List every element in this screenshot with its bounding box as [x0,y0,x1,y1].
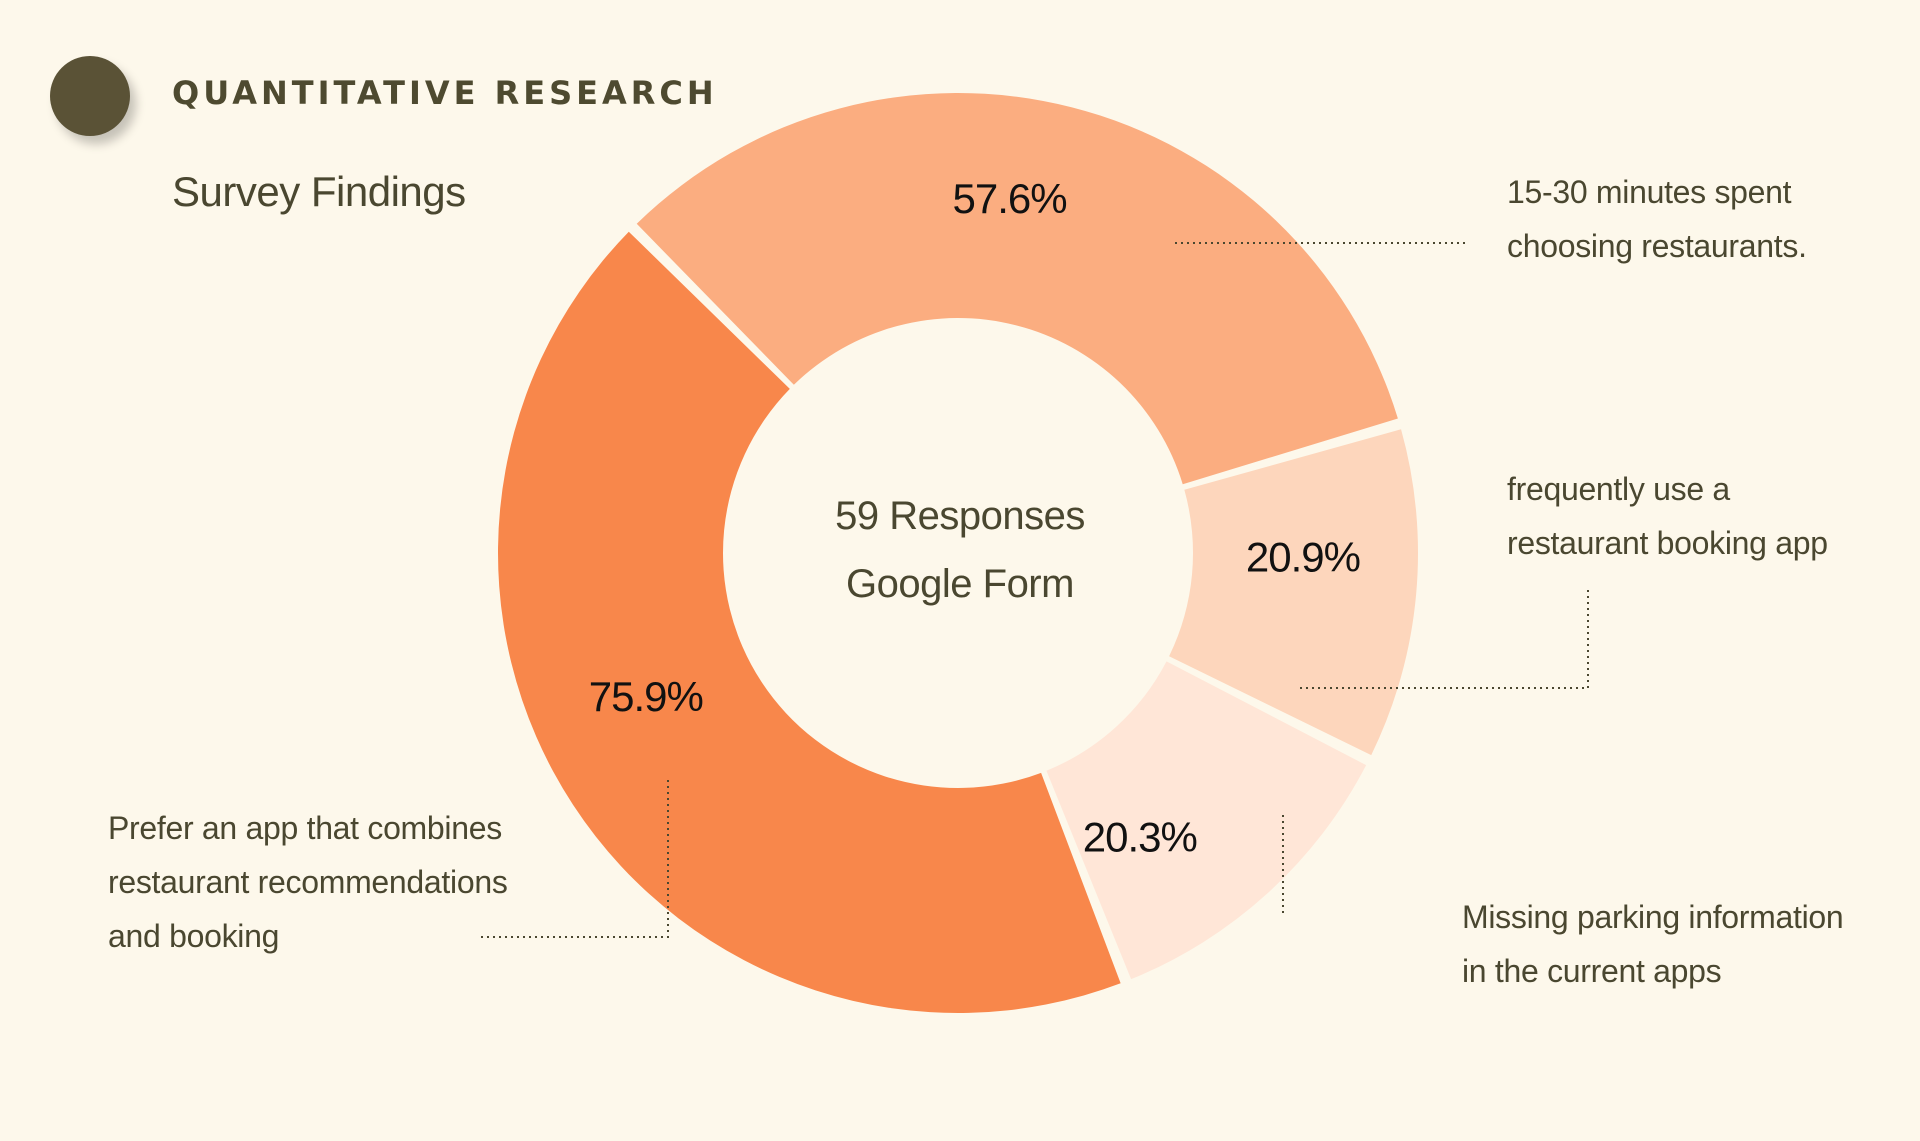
section-title: QUANTITATIVE RESEARCH [172,74,718,112]
annotation-line: Prefer an app that combines [108,810,502,846]
donut-slice [1046,661,1367,980]
donut-slice [498,231,1121,1013]
center-label-source: Google Form [846,562,1074,606]
slice-value-label: 57.6% [952,175,1066,222]
annotation-line: frequently use a [1507,471,1730,507]
annotation-slice-2: frequently use a restaurant booking app [1507,462,1828,570]
slice-value-label: 20.3% [1083,813,1197,860]
page-subtitle: Survey Findings [172,168,466,215]
annotation-line: in the current apps [1462,953,1722,989]
annotation-slice-1: 15-30 minutes spent choosing restaurants… [1507,165,1807,273]
annotation-line: Missing parking information [1462,899,1844,935]
annotation-line: restaurant booking app [1507,525,1828,561]
section-dot-icon [50,56,130,136]
donut-slice [1169,429,1418,756]
slice-value-label: 20.9% [1246,533,1360,580]
annotation-line: 15-30 minutes spent [1507,174,1792,210]
leader-line [478,780,669,938]
annotation-line: choosing restaurants. [1507,228,1807,264]
annotation-slice-3: Missing parking information in the curre… [1462,890,1844,998]
annotation-slice-4: Prefer an app that combines restaurant r… [108,801,508,963]
annotation-line: and booking [108,918,280,954]
annotation-line: restaurant recommendations [108,864,508,900]
donut-slice [636,93,1398,485]
center-label-responses: 59 Responses [835,494,1085,538]
leader-line [1300,590,1589,689]
slice-value-label: 75.9% [589,673,703,720]
